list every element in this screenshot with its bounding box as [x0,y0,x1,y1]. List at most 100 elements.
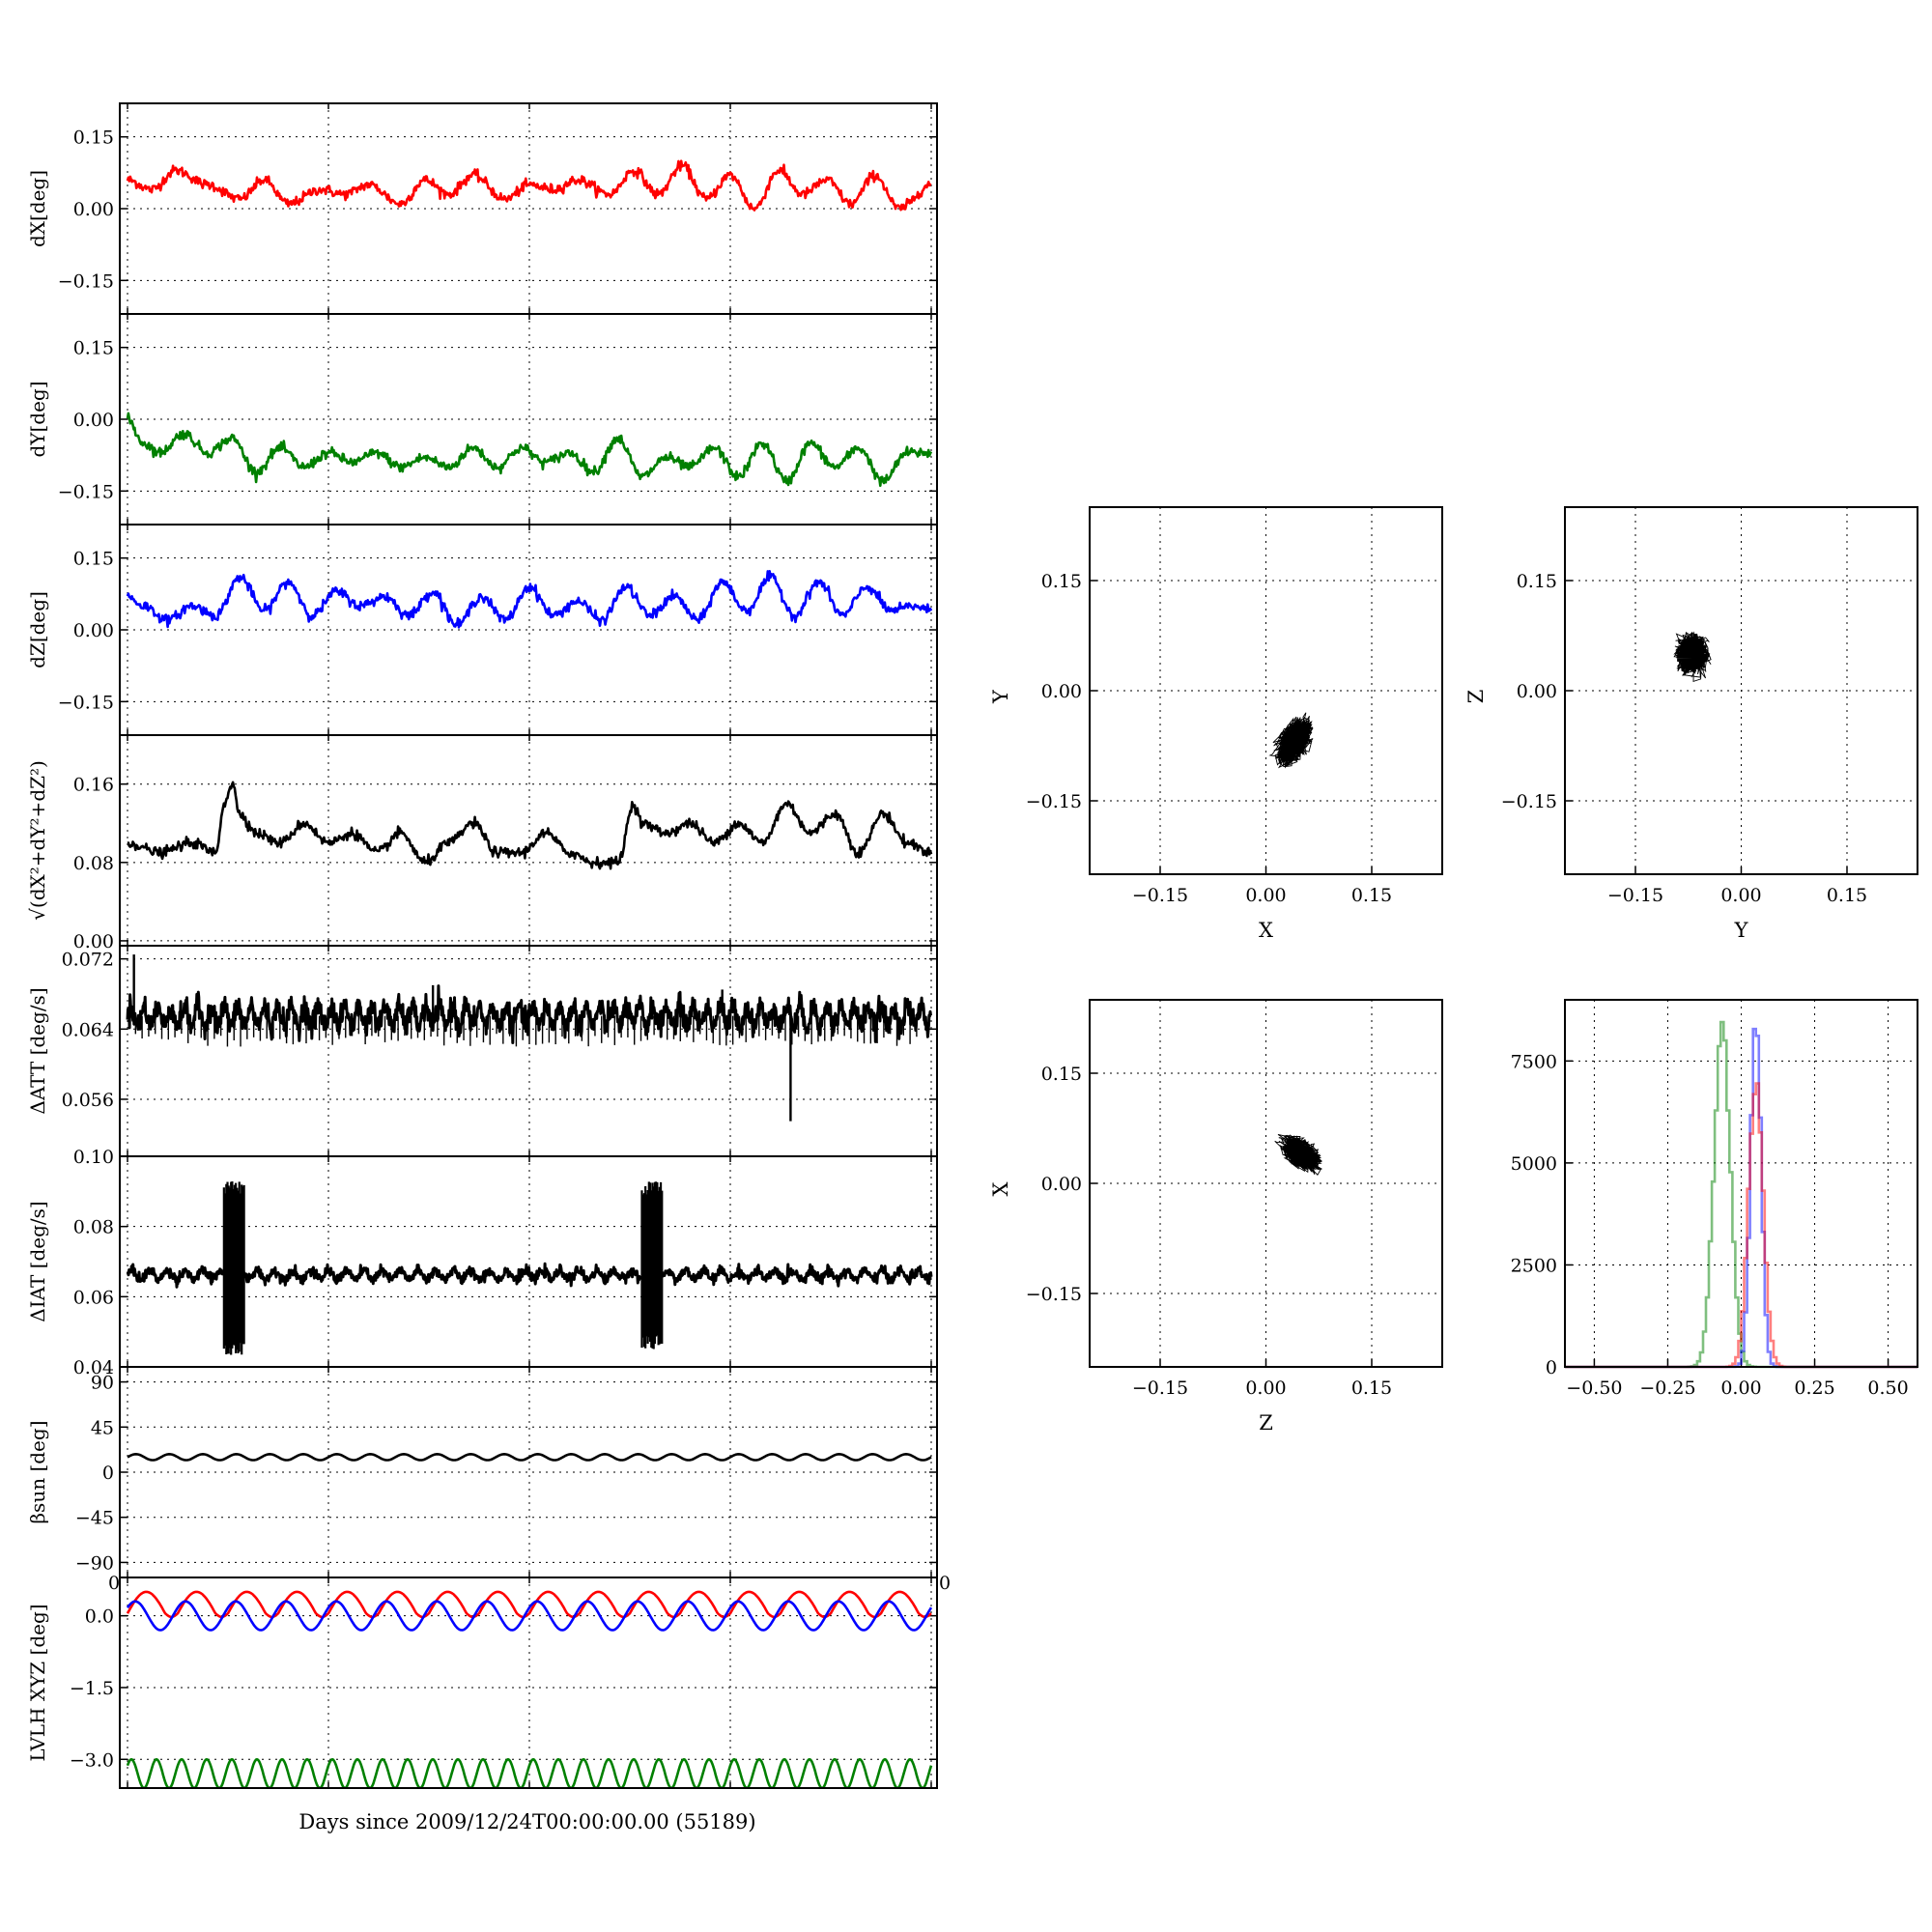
ytick-label-hist-0: 0 [1546,1357,1557,1378]
xtick-label-xy-0: −0.15 [1132,885,1188,906]
ylabel-yz: Z [1464,690,1488,704]
panel-hist: −0.50 −0.25 0.00 0.25 0.50 0 2500 5000 7500 [1511,999,1918,1399]
ytick-label-dy-1: 0.00 [73,410,114,431]
data-datt [126,954,933,1122]
series-line-dy [126,412,933,488]
data-lvlh [126,1590,933,1788]
ylabel-dmag: √(dX²+dY²+dZ²) [26,760,49,921]
xtick-label-yz-2: 0.15 [1827,885,1867,906]
ytick-label-datt-2: 0.056 [62,1090,114,1111]
ytick-label-dz-2: −0.15 [58,692,114,713]
ytick-label-beta-1: 45 [91,1417,114,1438]
panel-diat: 0.10 0.08 0.06 0.04 ΔIAT [deg/s] [26,1147,938,1378]
panel-yz-frame [1564,506,1918,875]
ytick-label-diat-2: 0.06 [73,1287,114,1308]
chart-layer: 0.150.00−0.15dX[deg]0.150.00−0.15dY[deg]… [26,102,1918,1789]
data-dmag [127,781,933,870]
xlabel-yz: Y [1734,919,1749,942]
panel-zx: −0.15 −0.15 0.00 0.00 0.15 0.15 Z X [989,999,1443,1435]
xtick-label-hist-0: −0.50 [1566,1378,1622,1399]
series-line-dx [126,159,932,212]
panel-lvlh-frame [119,1577,938,1789]
xlabel-zx: Z [1259,1411,1273,1435]
ylabel-beta: βsun [deg] [26,1421,49,1524]
ytick-label-dx-1: 0.00 [73,199,114,220]
ytick-label-hist-1: 2500 [1511,1255,1557,1276]
panel-xy-frame [1089,506,1443,875]
trajectory-yz [1673,631,1712,683]
ytick-label-zx-1: 0.00 [1041,1174,1082,1195]
xtick-label-hist-4: 0.50 [1867,1378,1908,1399]
xtick-label-hist-3: 0.25 [1794,1378,1834,1399]
ylabel-zx: X [989,1181,1012,1196]
ytick-label-diat-3: 0.04 [73,1357,114,1378]
ylabel-lvlh: LVLH XYZ [deg] [26,1604,49,1761]
ytick-label-beta-2: 0 [102,1463,114,1484]
ytick-label-lvlh-2: −3.0 [70,1749,114,1771]
ytick-label-yz-2: 0.15 [1517,571,1557,592]
series-line-dmag [127,781,933,870]
lvlh-series-0 [126,1590,932,1619]
ytick-label-dy-2: −0.15 [58,481,114,502]
ytick-label-datt-1: 0.064 [62,1019,114,1040]
ytick-label-lvlh-0: 0.0 [85,1606,114,1628]
ytick-label-datt-0: 0.072 [62,950,114,971]
series-line-dz [126,570,933,629]
xtick-label-xy-2: 0.15 [1351,885,1392,906]
ytick-label-dz-1: 0.00 [73,620,114,641]
panel-zx-frame [1089,999,1443,1368]
panel-hist-frame [1564,999,1918,1368]
data-dx [126,159,932,212]
ylabel-dz: dZ[deg] [26,591,49,668]
panel-dz: 0.15 0.00 −0.15 dZ[deg] [26,524,938,736]
xtick-label-zx-2: 0.15 [1351,1378,1392,1399]
ytick-label-dmag-2: 0.00 [73,931,114,952]
lvlh-series-1 [126,1600,933,1632]
panel-dmag: 0.16 0.08 0.00 √(dX²+dY²+dZ²) [26,734,938,952]
panel-yz: −0.15 −0.15 0.00 0.00 0.15 0.15 Y Z [1464,506,1918,942]
ytick-label-dy-0: 0.15 [73,338,114,359]
trajectory-xy [1268,712,1314,769]
ytick-label-dmag-1: 0.08 [73,853,114,874]
ytick-label-dz-0: 0.15 [73,549,114,570]
ytick-label-xy-0: −0.15 [1026,791,1082,812]
data-dy [126,412,933,488]
xtick-label-yz-0: −0.15 [1607,885,1663,906]
ytick-label-hist-3: 7500 [1511,1051,1557,1072]
ytick-label-hist-2: 5000 [1511,1153,1557,1175]
ytick-label-dx-2: −0.15 [58,270,114,292]
panel-xy: −0.15 −0.15 0.00 0.00 0.15 0.15 X Y [989,506,1443,942]
xtick-label-hist-2: 0.00 [1720,1378,1761,1399]
xtick-label-hist-1: −0.25 [1639,1378,1695,1399]
ytick-label-zx-2: 0.15 [1041,1064,1082,1085]
ytick-label-diat-0: 0.10 [73,1147,114,1168]
ylabel-datt: ΔATT [deg/s] [26,987,49,1114]
ytick-label-yz-1: 0.00 [1517,681,1557,702]
ytick-label-yz-0: −0.15 [1501,791,1557,812]
trajectory-zx [1274,1134,1322,1176]
xtick-label-yz-1: 0.00 [1720,885,1761,906]
figure-xlabel: Days since 2009/12/24T00:00:00.00 (55189… [298,1810,755,1833]
ytick-label-xy-2: 0.15 [1041,571,1082,592]
ytick-label-beta-4: −90 [75,1552,114,1574]
series-line-datt [126,984,933,1044]
data-diat [126,1181,933,1355]
xtick-label-xy-1: 0.00 [1245,885,1286,906]
data-dz [126,570,933,629]
panel-datt-frame [119,945,938,1157]
ylabel-dx: dX[deg] [26,170,49,247]
xtick-label-zx-0: −0.15 [1132,1378,1188,1399]
panel-dy: 0.15 0.00 −0.15 dY[deg] [26,313,938,526]
ytick-label-dx-0: 0.15 [73,128,114,149]
ylabel-dy: dY[deg] [26,381,49,457]
ytick-label-zx-0: −0.15 [1026,1284,1082,1305]
panel-dmag-frame [119,734,938,947]
hist-series-2 [1565,1082,1918,1369]
data-beta [127,1453,932,1462]
series-line-beta [127,1453,932,1462]
series-line-diat [126,1262,933,1289]
panel-datt: 0.072 0.064 0.056 ΔATT [deg/s] [26,945,938,1157]
ylabel-xy: Y [989,689,1012,704]
ytick-label-xy-1: 0.00 [1041,681,1082,702]
